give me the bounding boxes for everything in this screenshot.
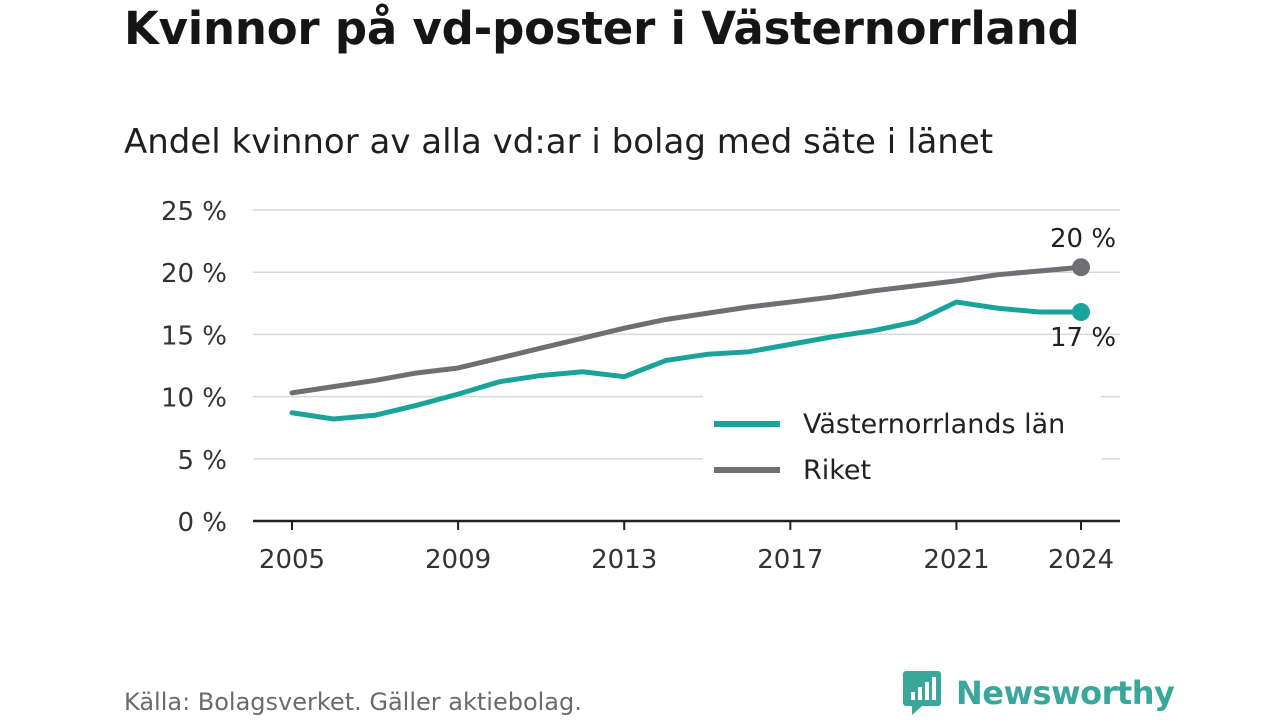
series-line-vasternorrland <box>289 299 1084 422</box>
y-tick-label: 20 % <box>161 259 227 289</box>
brand-name: Newsworthy <box>956 674 1175 712</box>
x-tick-label: 2021 <box>923 545 989 575</box>
x-tick-label: 2009 <box>425 545 491 575</box>
chart-subtitle: Andel kvinnor av alla vd:ar i bolag med … <box>124 122 994 162</box>
y-axis-tick-labels: 0 % 5 % 10 % 15 % 20 % 25 % <box>161 197 227 538</box>
end-markers: 17 % 20 % <box>1050 224 1116 353</box>
end-label-riket: 20 % <box>1050 224 1116 254</box>
legend-label-riket: Riket <box>803 455 871 486</box>
source-note: Källa: Bolagsverket. Gäller aktiebolag. <box>124 688 582 716</box>
series-line-riket <box>289 264 1084 396</box>
end-label-vasternorrland: 17 % <box>1050 323 1116 353</box>
x-tick-label: 2013 <box>591 545 657 575</box>
legend: Västernorrlands län Riket <box>703 395 1101 493</box>
chart-title: Kvinnor på vd-poster i Västernorrland <box>124 2 1080 55</box>
newsworthy-logo-icon <box>903 671 941 715</box>
x-tick-label: 2017 <box>757 545 823 575</box>
y-tick-label: 0 % <box>177 508 227 538</box>
brand-logo: Newsworthy <box>902 668 1175 718</box>
x-tick-label: 2024 <box>1048 545 1114 575</box>
y-tick-label: 5 % <box>177 446 227 476</box>
legend-background <box>703 395 1101 493</box>
y-tick-label: 25 % <box>161 197 227 227</box>
end-point-vasternorrland <box>1072 303 1090 322</box>
series-lines <box>289 264 1084 422</box>
x-axis: 2005 2009 2013 2017 2021 2024 <box>253 519 1120 575</box>
y-tick-label: 15 % <box>161 321 227 351</box>
x-tick-label: 2005 <box>259 545 325 575</box>
legend-label-vasternorrland: Västernorrlands län <box>803 409 1065 440</box>
y-tick-label: 10 % <box>161 384 227 414</box>
end-point-riket <box>1072 258 1090 277</box>
